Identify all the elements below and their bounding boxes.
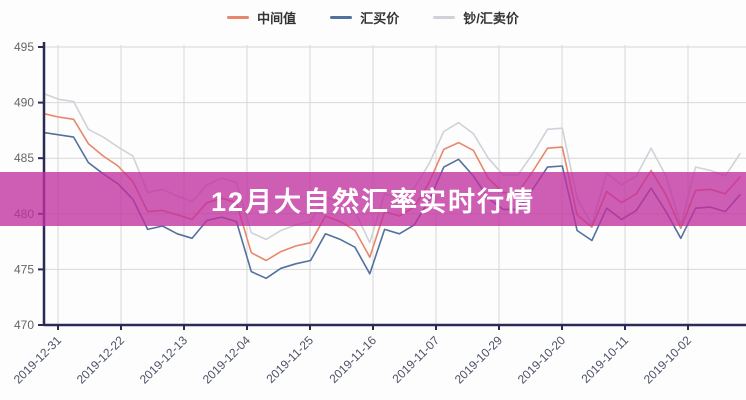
page-title: 12月大自然汇率实时行情 — [210, 186, 536, 217]
x-tick-label: 2019-11-07 — [389, 333, 442, 386]
x-tick-label: 2019-12-04 — [200, 333, 254, 387]
x-tick-label: 2019-12-22 — [74, 333, 128, 387]
chart-legend: 中间值 汇买价 钞/汇卖价 — [0, 8, 746, 27]
x-tick-label: 2019-10-02 — [641, 333, 695, 387]
legend-label-mid-rate: 中间值 — [257, 11, 297, 26]
legend-item-sell-rate[interactable]: 钞/汇卖价 — [433, 8, 519, 27]
x-tick-label: 2019-12-13 — [137, 333, 191, 387]
x-tick-label: 2019-12-31 — [11, 333, 65, 387]
legend-item-mid-rate[interactable]: 中间值 — [227, 8, 296, 27]
legend-item-buy-rate[interactable]: 汇买价 — [330, 8, 399, 27]
y-tick-label: 485 — [14, 151, 34, 165]
y-tick-label: 490 — [14, 96, 34, 110]
x-tick-label: 2019-11-25 — [263, 333, 316, 386]
legend-label-buy-rate: 汇买价 — [360, 11, 400, 26]
mid-rate-line-swatch-icon — [227, 16, 250, 19]
sell-rate-line-swatch-icon — [433, 16, 456, 19]
x-tick-label: 2019-11-16 — [326, 333, 379, 386]
x-tick-label: 2019-10-29 — [452, 333, 506, 387]
y-tick-label: 470 — [14, 318, 34, 332]
y-tick-label: 475 — [14, 262, 34, 276]
x-tick-label: 2019-10-11 — [578, 333, 631, 386]
x-tick-label: 2019-10-20 — [515, 333, 569, 387]
legend-label-sell-rate: 钞/汇卖价 — [463, 11, 519, 26]
y-tick-label: 495 — [14, 40, 34, 54]
title-banner: 12月大自然汇率实时行情 — [0, 172, 746, 226]
buy-rate-line-swatch-icon — [330, 16, 353, 19]
